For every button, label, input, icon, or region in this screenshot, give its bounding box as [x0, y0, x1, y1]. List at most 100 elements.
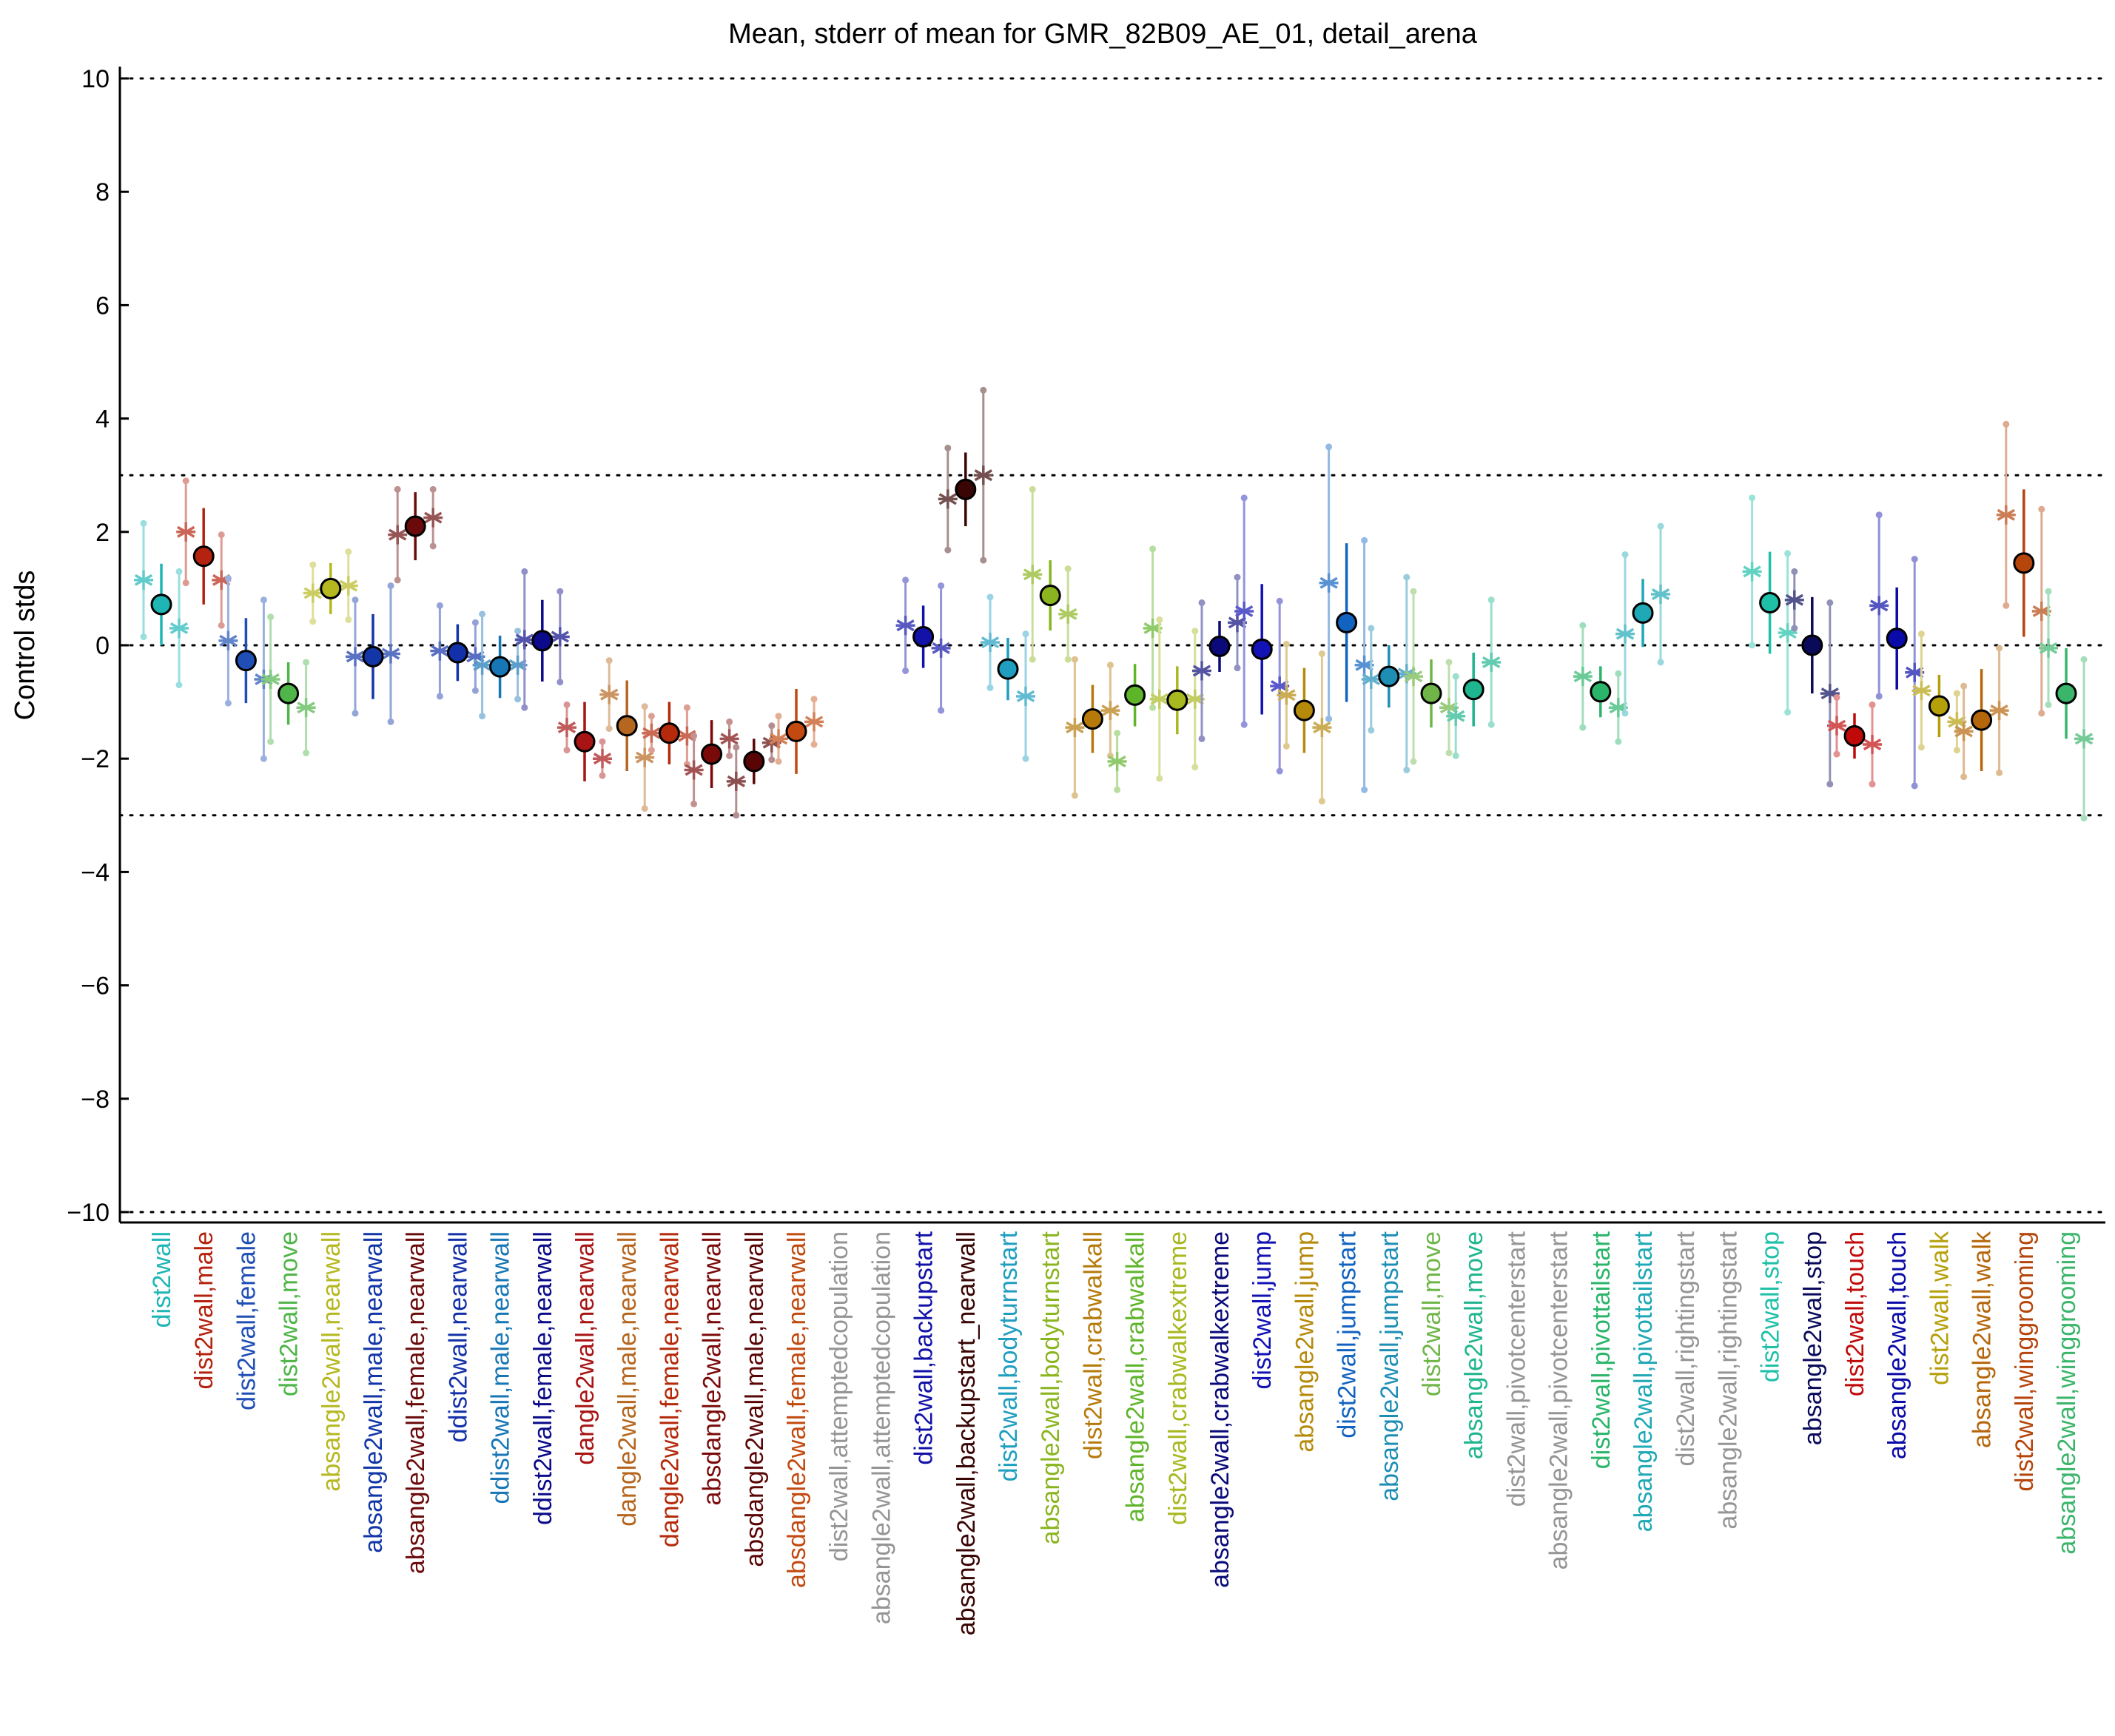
mean-point: [1971, 709, 1993, 731]
side-error-cap: [1368, 625, 1375, 632]
side-error-cap: [175, 682, 183, 689]
side-error-cap: [218, 531, 225, 539]
side-error-cap: [352, 596, 359, 604]
category-marks: [684, 718, 739, 807]
side-error-cap: [690, 800, 698, 807]
side-error-cap: [309, 618, 317, 625]
side-error-cap: [260, 755, 267, 762]
mean-point: [1420, 682, 1442, 704]
side-error-cap: [1149, 704, 1157, 711]
side-error-cap: [1198, 599, 1206, 607]
side-error-cap: [436, 602, 443, 609]
side-error-cap: [1960, 682, 1968, 690]
mean-point: [1039, 585, 1061, 607]
side-error-cap: [1911, 782, 1918, 790]
side-error-cap: [1234, 665, 1241, 672]
side-error-cap: [182, 579, 189, 587]
mean-point: [404, 515, 426, 537]
y-tick-label: −6: [81, 972, 110, 1000]
x-tick-label: dist2wall,attemptedcopulation: [825, 1231, 853, 1561]
category-marks: [769, 688, 824, 774]
side-error-cap: [2003, 420, 2010, 428]
side-error-cap: [1833, 693, 1840, 701]
category-marks: [260, 613, 316, 757]
category-marks: [1234, 494, 1290, 775]
side-error-cap: [1917, 630, 1925, 638]
category-marks: [1107, 545, 1163, 793]
side-error-cap: [563, 701, 571, 708]
x-tick-label: dist2wall,backupstart: [910, 1231, 938, 1464]
x-tick-label: absangle2wall,bodyturnstart: [1037, 1231, 1065, 1544]
side-error-cap: [690, 733, 698, 740]
side-error-cap: [1452, 673, 1459, 680]
x-tick-label: dangle2wall,female,nearwall: [656, 1231, 684, 1547]
side-error-cap: [1791, 568, 1798, 575]
side-error-cap: [2080, 656, 2088, 663]
side-error-cap: [1826, 599, 1834, 607]
side-error-cap: [733, 812, 740, 819]
x-tick-label: ddist2wall,female,nearwall: [529, 1231, 557, 1525]
y-axis-label: Control stds: [10, 571, 41, 721]
side-error-cap: [429, 485, 437, 493]
mean-point: [1886, 628, 1908, 650]
mean-point: [446, 642, 468, 664]
mean-point: [912, 626, 935, 648]
mean-point: [743, 750, 765, 773]
category-marks: [388, 485, 443, 584]
side-error-cap: [557, 679, 564, 686]
x-tick-label: ddist2wall,nearwall: [444, 1231, 472, 1442]
side-error-cap: [394, 485, 401, 493]
side-error-cap: [986, 684, 994, 691]
x-tick-label: dist2wall,jumpstart: [1334, 1231, 1362, 1438]
mean-point: [1378, 665, 1400, 687]
x-tick-label: absangle2wall,rightingstart: [1714, 1231, 1742, 1529]
side-error-cap: [1191, 764, 1199, 771]
category-marks: [557, 701, 612, 781]
category-marks: [1827, 693, 1882, 788]
y-tick-label: −4: [81, 858, 110, 886]
category-marks: [1615, 522, 1670, 717]
category-marks: [1742, 494, 1798, 716]
side-error-cap: [1318, 650, 1325, 657]
x-tick-label: absdangle2wall,female,nearwall: [783, 1231, 811, 1588]
x-tick-label: dist2wall,bodyturnstart: [995, 1231, 1023, 1481]
x-tick-label: absangle2wall,jumpstart: [1376, 1231, 1404, 1501]
side-error-cap: [641, 703, 648, 710]
category-marks: [430, 602, 485, 700]
mean-point: [2055, 682, 2077, 704]
mean-point: [574, 730, 596, 753]
side-error-cap: [775, 713, 782, 720]
y-tick-label: −8: [81, 1086, 110, 1114]
side-error-cap: [521, 704, 528, 711]
side-error-cap: [605, 725, 613, 733]
x-tick-label: dangle2wall,nearwall: [571, 1231, 599, 1465]
side-error-cap: [175, 568, 183, 575]
side-error-cap: [1022, 755, 1029, 762]
category-marks: [642, 702, 697, 768]
mean-point: [1462, 679, 1484, 701]
x-tick-label: absangle2wall,winggrooming: [2053, 1231, 2081, 1555]
mean-point: [1590, 681, 1612, 703]
category-marks: [218, 575, 274, 762]
side-error-cap: [2045, 588, 2052, 595]
y-tick-label: −2: [81, 745, 110, 773]
category-marks: [303, 548, 358, 625]
side-error-cap: [648, 713, 655, 720]
side-error-cap: [1784, 708, 1792, 716]
x-tick-label: absangle2wall,male,nearwall: [360, 1231, 388, 1553]
side-error-cap: [944, 444, 952, 451]
side-error-cap: [1156, 616, 1163, 624]
side-error-cap: [1826, 781, 1834, 788]
data-marks: [134, 386, 2094, 822]
x-tick-label: absangle2wall,move: [1460, 1231, 1488, 1459]
side-error-cap: [1029, 485, 1036, 493]
side-error-cap: [1917, 744, 1925, 751]
side-error-cap: [1191, 628, 1199, 635]
side-error-cap: [768, 756, 776, 764]
side-error-cap: [182, 477, 189, 485]
side-error-cap: [1487, 721, 1495, 728]
side-error-cap: [267, 738, 275, 745]
category-marks: [1996, 420, 2051, 717]
x-tick-label: dist2wall,touch: [1841, 1231, 1869, 1396]
mean-point: [235, 650, 257, 672]
